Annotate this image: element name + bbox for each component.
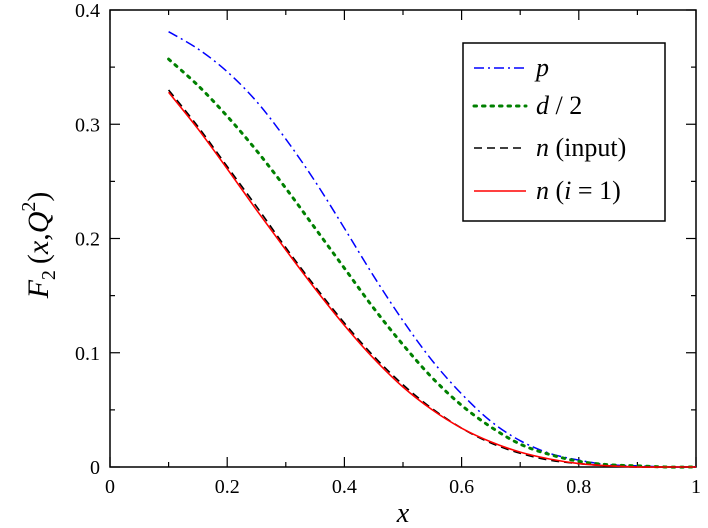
series-line-d-half: [167, 57, 698, 469]
y-tick-label: 0: [90, 457, 100, 479]
y-title-arg-q: Q: [22, 211, 55, 233]
y-title-sup: 2: [18, 202, 40, 212]
y-title-sub: 2: [38, 270, 60, 280]
legend-label-d: d / 2: [536, 91, 582, 120]
y-tick-label: 0.3: [75, 114, 100, 136]
x-axis-title: x: [396, 498, 410, 528]
y-tick-label: 0.4: [75, 0, 100, 22]
x-tick-label: 0.6: [449, 476, 474, 498]
legend-label-p: p: [534, 53, 549, 82]
y-tick-label: 0.2: [75, 229, 100, 251]
legend-label-n-input: n (input): [536, 133, 626, 162]
x-tick-label: 0.2: [215, 476, 240, 498]
y-tick-label: 0.1: [75, 343, 100, 365]
x-tick-label: 0: [105, 476, 115, 498]
x-tick-label: 0.4: [332, 476, 357, 498]
tick-labels: 0 0.2 0.4 0.6 0.8 1 0 0.1 0.2 0.3 0.4: [75, 0, 701, 498]
legend: p d / 2 n (input) n (i = 1): [462, 42, 666, 222]
legend-label-n-i1: n (i = 1): [536, 176, 621, 205]
series-line-p: [168, 31, 697, 468]
y-title-comma: ,: [22, 233, 55, 241]
y-axis-title: F2(x,Q2): [18, 192, 60, 300]
x-tick-label: 1: [691, 476, 701, 498]
y-title-main: F: [22, 279, 55, 299]
series-line-n-i1: [167, 91, 696, 468]
x-tick-label: 0.8: [566, 476, 591, 498]
series-lines: [167, 31, 698, 469]
y-title-close: ): [22, 192, 55, 202]
y-title-open: (: [22, 254, 55, 264]
y-title-arg-x: x: [22, 240, 55, 255]
